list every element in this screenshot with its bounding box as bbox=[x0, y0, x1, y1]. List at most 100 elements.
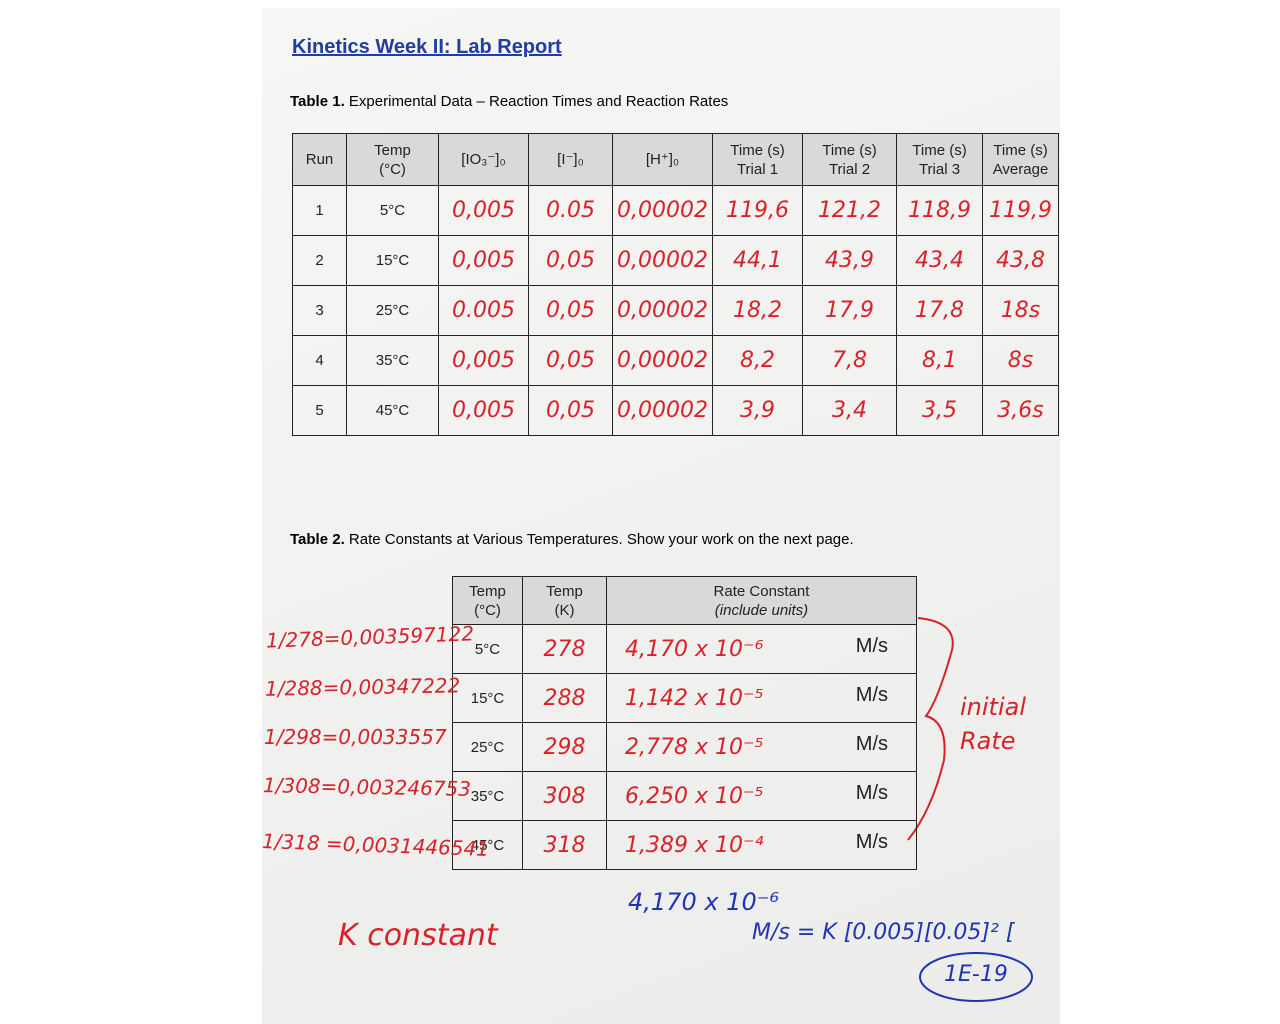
cell: 0.05 bbox=[528, 185, 613, 236]
cell: 318 bbox=[522, 820, 607, 870]
row: 15°C 288 1,142 x 10⁻⁵ M/s bbox=[452, 673, 917, 723]
header-cell: Time (s) Average bbox=[982, 133, 1059, 186]
cell: 1,142 x 10⁻⁵ M/s bbox=[606, 673, 917, 723]
header-cell: Rate Constant (include units) bbox=[606, 576, 917, 625]
handwritten-value: 43,9 bbox=[825, 248, 874, 273]
handwritten-value: 8s bbox=[1007, 348, 1034, 373]
row: 45°C 318 1,389 x 10⁻⁴ M/s bbox=[452, 820, 917, 870]
unit: M/s bbox=[855, 635, 888, 657]
cell: 43,4 bbox=[896, 235, 983, 286]
cell: 0,00002 bbox=[612, 335, 713, 386]
cell: 1,389 x 10⁻⁴ M/s bbox=[606, 820, 917, 870]
header-line: (°C) bbox=[474, 601, 501, 619]
note: initial bbox=[960, 693, 1026, 721]
handwritten-value: 308 bbox=[543, 783, 586, 809]
caption-text: Rate Constants at Various Temperatures. … bbox=[348, 531, 854, 548]
cell: 118,9 bbox=[896, 185, 983, 236]
cell: 0,005 bbox=[438, 235, 529, 286]
handwritten-value: 118,9 bbox=[908, 198, 971, 223]
handwritten-value: 0,00002 bbox=[617, 348, 708, 373]
row: 2 15°C 0,005 0,05 0,00002 44,1 43,9 43,4 43,8 bbox=[292, 235, 1059, 286]
table1-caption: Table 1. Experimental Data – Reaction Ti… bbox=[290, 93, 728, 110]
printed-value: 15°C bbox=[470, 689, 505, 707]
handwritten-value: 3,5 bbox=[922, 398, 957, 423]
handwritten-value: 119,9 bbox=[989, 198, 1052, 223]
cell: 119,6 bbox=[712, 185, 803, 236]
handwritten-value: 4,170 x 10⁻⁶ bbox=[625, 636, 764, 662]
handwritten-value: 0,05 bbox=[546, 248, 595, 273]
cell: 119,9 bbox=[982, 185, 1059, 236]
handwritten-value: 278 bbox=[543, 636, 586, 662]
unit: M/s bbox=[855, 733, 888, 755]
printed-value: 35°C bbox=[470, 787, 505, 805]
cell: 18,2 bbox=[712, 285, 803, 336]
handwritten-value: 6,250 x 10⁻⁵ bbox=[625, 783, 764, 809]
row: 3 25°C 0.005 0,05 0,00002 18,2 17,9 17,8 18s bbox=[292, 285, 1059, 336]
brace bbox=[907, 617, 954, 841]
handwritten-value: 121,2 bbox=[818, 198, 881, 223]
cell: 17,9 bbox=[802, 285, 897, 336]
work: M/s = K [0.005][0.05]² [ bbox=[752, 920, 1015, 945]
handwritten-value: 1,389 x 10⁻⁴ bbox=[625, 832, 764, 858]
handwritten-value: 0,005 bbox=[452, 398, 515, 423]
header-line: Trial 3 bbox=[918, 160, 961, 178]
cell: 5 bbox=[292, 385, 347, 436]
unit: M/s bbox=[855, 782, 888, 804]
cell: 4,170 x 10⁻⁶ M/s bbox=[606, 624, 917, 674]
header-line: Time (s) bbox=[993, 141, 1048, 159]
header-cell: Temp (K) bbox=[522, 576, 607, 625]
cell: 5°C bbox=[452, 624, 523, 674]
inverse-temp: 1/288=0,00347222 bbox=[264, 673, 461, 701]
header-row: Run Temp (°C) [IO₃⁻]₀ [I⁻]₀ [H⁺]₀ Time (s) Tria… bbox=[292, 133, 1059, 186]
cell: 15°C bbox=[452, 673, 523, 723]
printed-value: 5°C bbox=[379, 202, 406, 219]
header-line: Temp bbox=[374, 141, 411, 159]
row: 1 5°C 0,005 0.05 0,00002 119,6 121,2 118,9 119,9 bbox=[292, 185, 1059, 236]
cell: 18s bbox=[982, 285, 1059, 336]
cell: 4 bbox=[292, 335, 347, 386]
header-line: [H⁺]₀ bbox=[645, 151, 680, 168]
handwritten-value: 3,4 bbox=[832, 398, 867, 423]
cell: 17,8 bbox=[896, 285, 983, 336]
caption-label: Table 1. bbox=[290, 93, 345, 110]
handwritten-value: 3,6s bbox=[997, 398, 1044, 423]
cell: 308 bbox=[522, 771, 607, 821]
cell: 7,8 bbox=[802, 335, 897, 386]
cell: 1 bbox=[292, 185, 347, 236]
handwritten-value: 8,2 bbox=[740, 348, 775, 373]
header-line: Trial 2 bbox=[828, 160, 871, 178]
handwritten-value: 0,05 bbox=[546, 348, 595, 373]
cell: 6,250 x 10⁻⁵ M/s bbox=[606, 771, 917, 821]
cell: 3,5 bbox=[896, 385, 983, 436]
handwritten-value: 0,005 bbox=[452, 348, 515, 373]
header-cell: [IO₃⁻]₀ bbox=[438, 133, 529, 186]
work: 4,170 x 10⁻⁶ bbox=[628, 888, 779, 916]
printed-value: 35°C bbox=[375, 352, 410, 369]
cell: 25°C bbox=[346, 285, 439, 336]
cell: 0,005 bbox=[438, 335, 529, 386]
k-label: K constant bbox=[338, 918, 498, 953]
handwritten-value: 17,8 bbox=[915, 298, 964, 323]
unit: M/s bbox=[855, 831, 888, 853]
handwritten-value: 18,2 bbox=[733, 298, 782, 323]
header-line: Temp bbox=[469, 582, 506, 600]
cell: 0,00002 bbox=[612, 385, 713, 436]
row: 5 45°C 0,005 0,05 0,00002 3,9 3,4 3,5 3,6s bbox=[292, 385, 1059, 436]
printed-value: 45°C bbox=[375, 402, 410, 419]
cell: 5°C bbox=[346, 185, 439, 236]
row: 35°C 308 6,250 x 10⁻⁵ M/s bbox=[452, 771, 917, 821]
cell: 35°C bbox=[452, 771, 523, 821]
handwritten-value: 0.005 bbox=[452, 298, 515, 323]
handwritten-value: 0.05 bbox=[546, 198, 595, 223]
caption-label: Table 2. bbox=[290, 531, 345, 548]
handwritten-value: 3,9 bbox=[740, 398, 775, 423]
printed-value: 2 bbox=[315, 252, 324, 269]
cell: 0,005 bbox=[438, 185, 529, 236]
cell: 2,778 x 10⁻⁵ M/s bbox=[606, 722, 917, 772]
printed-value: 4 bbox=[315, 352, 324, 369]
handwritten-value: 0,005 bbox=[452, 248, 515, 273]
table2: Temp (°C) Temp (K) Rate Constant (include uni… bbox=[452, 576, 917, 870]
inverse-temp: 1/298=0,0033557 bbox=[264, 725, 447, 749]
